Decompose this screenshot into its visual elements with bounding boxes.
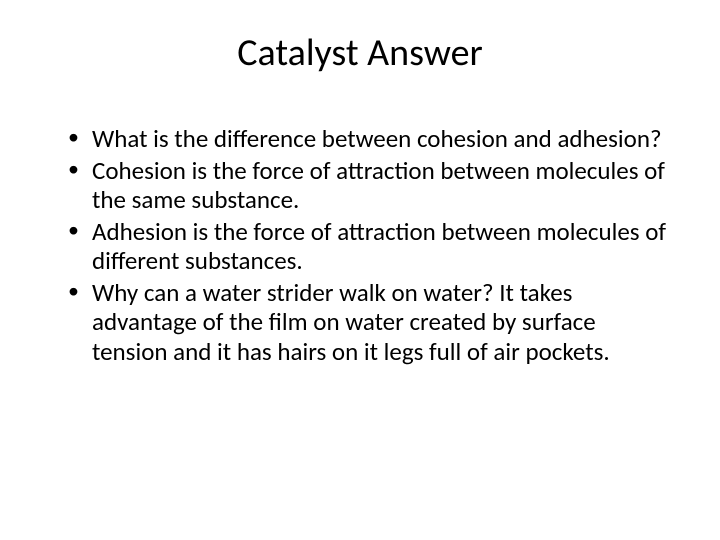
bullet-list: What is the difference between cohesion …	[50, 124, 670, 366]
slide-container: Catalyst Answer What is the difference b…	[0, 0, 720, 540]
bullet-item: Cohesion is the force of attraction betw…	[68, 156, 670, 215]
bullet-item: What is the difference between cohesion …	[68, 124, 670, 154]
bullet-item: Adhesion is the force of attraction betw…	[68, 217, 670, 276]
bullet-item: Why can a water strider walk on water? I…	[68, 278, 670, 367]
slide-title: Catalyst Answer	[50, 30, 670, 76]
